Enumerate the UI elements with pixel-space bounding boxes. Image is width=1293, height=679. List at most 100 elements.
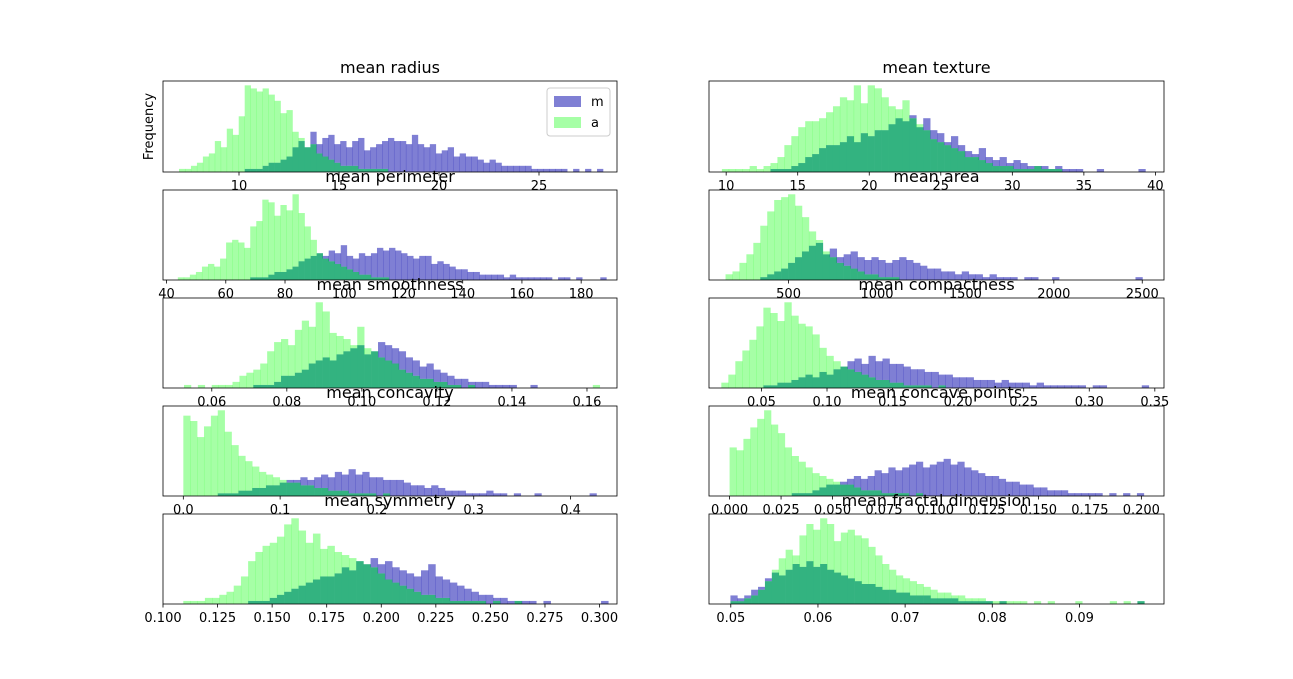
bar-overlap [274, 381, 282, 388]
bar-overlap [447, 384, 455, 388]
bar-a [735, 169, 744, 172]
bar-a [812, 334, 820, 378]
bar-m [441, 150, 449, 172]
bar-a [183, 415, 191, 496]
x-tick-label: 0.05 [716, 611, 745, 626]
bar-a [889, 569, 897, 590]
bar-a [798, 461, 806, 494]
bar-a [791, 456, 799, 494]
bar-m [307, 479, 315, 486]
bar-m [892, 260, 900, 278]
bar-m [389, 479, 398, 496]
bar-a [1033, 601, 1042, 604]
bar-a [822, 251, 831, 255]
bar-overlap [471, 600, 479, 604]
bar-overlap [348, 570, 357, 604]
bar-m [509, 274, 517, 280]
bar-m [751, 589, 759, 596]
bar-m [840, 481, 848, 485]
bar-a [305, 542, 314, 583]
bar-m [957, 461, 965, 496]
bar-overlap [910, 385, 918, 388]
bar-overlap [951, 598, 959, 604]
bar-overlap [874, 130, 882, 172]
x-tick-label: 15 [789, 179, 806, 194]
bar-a [220, 147, 228, 172]
bar-overlap [468, 384, 476, 388]
bar-m [473, 271, 480, 280]
bar-a [298, 213, 305, 262]
bar-a [197, 437, 205, 496]
bar-overlap [449, 600, 458, 604]
bar-overlap [355, 493, 363, 496]
bar-m [479, 274, 486, 280]
bar-a [784, 145, 792, 170]
bar-m [426, 363, 434, 379]
bar-m [521, 277, 529, 280]
bar-overlap [801, 251, 810, 280]
bar-a [992, 601, 1000, 604]
bar-a [226, 242, 233, 280]
bar-m [989, 274, 997, 280]
bar-overlap [847, 369, 855, 388]
bar-a [808, 231, 817, 246]
bar-m [1020, 163, 1028, 170]
bar-overlap [999, 601, 1007, 604]
bar-overlap [937, 598, 945, 604]
bar-overlap [369, 493, 377, 496]
bar-overlap [751, 595, 759, 604]
bar-a [286, 110, 293, 157]
bar-m [428, 564, 436, 595]
bar-overlap [356, 561, 364, 604]
bar-m [1052, 277, 1060, 280]
x-tick-label: 500 [776, 287, 801, 302]
bar-m [1022, 382, 1030, 388]
bar-m [597, 168, 604, 172]
bar-m [346, 255, 354, 270]
x-tick-label: 0.200 [1123, 503, 1160, 518]
x-tick-label: 2000 [1037, 287, 1070, 302]
bar-m [500, 493, 508, 496]
bar-overlap [376, 168, 383, 172]
bar-m [950, 136, 959, 149]
bar-overlap [833, 484, 841, 496]
bar-m [1036, 382, 1044, 388]
bar-a [895, 109, 903, 119]
bar-m [507, 165, 514, 172]
bar-overlap [315, 360, 323, 388]
bar-m [417, 144, 425, 172]
x-tick-label: 2500 [1126, 287, 1159, 302]
bar-overlap [812, 490, 820, 496]
bar-overlap [298, 141, 305, 172]
bar-a [292, 131, 299, 148]
bar-m [531, 168, 538, 172]
bar-overlap [329, 360, 337, 388]
bar-overlap [238, 490, 246, 496]
bar-m [899, 257, 907, 280]
bar-m [383, 479, 391, 494]
bar-overlap [826, 145, 834, 172]
bar-overlap [778, 575, 786, 604]
bar-a [742, 169, 750, 172]
bar-m [1081, 493, 1089, 496]
bar-a [298, 530, 307, 586]
bar-m [943, 458, 951, 496]
bar-overlap [358, 168, 365, 172]
bar-overlap [799, 566, 807, 604]
bar-a [218, 384, 226, 388]
bar-overlap [902, 121, 910, 172]
bar-m [930, 130, 938, 140]
bar-overlap [322, 258, 329, 280]
bar-m [1026, 484, 1034, 496]
bar-m [407, 255, 414, 280]
bar-overlap [957, 151, 966, 172]
x-tick-label: 0.09 [1065, 611, 1094, 626]
bar-overlap [882, 589, 890, 604]
bar-overlap [294, 372, 303, 388]
bar-overlap [322, 357, 330, 388]
bar-overlap [857, 271, 865, 280]
bar-overlap [985, 163, 993, 172]
bar-m [431, 485, 439, 496]
bar-overlap [334, 162, 341, 172]
bar-a [250, 88, 257, 169]
